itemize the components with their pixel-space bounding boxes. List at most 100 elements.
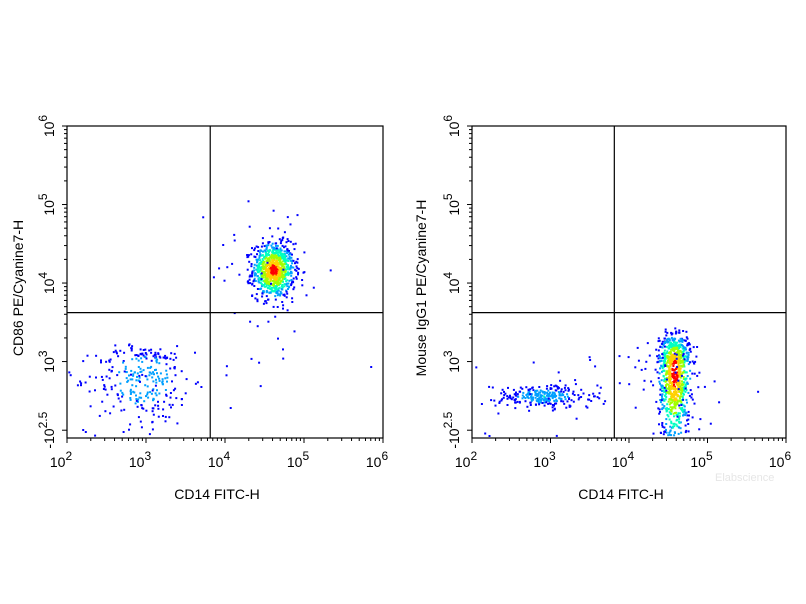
event-dot	[250, 357, 253, 360]
event-dot	[260, 266, 263, 269]
event-dot	[670, 388, 672, 391]
event-dot	[279, 253, 282, 255]
event-dot	[162, 408, 165, 411]
event-dot	[98, 414, 101, 417]
event-dot	[674, 356, 677, 358]
x-tick-label: 102	[50, 449, 73, 470]
event-dot	[274, 253, 277, 256]
event-dot	[500, 392, 503, 395]
event-dot	[265, 256, 268, 259]
event-dot	[258, 281, 261, 284]
event-dot	[283, 273, 286, 276]
event-dot	[659, 382, 661, 385]
event-dot	[270, 288, 273, 291]
event-dot	[169, 357, 172, 360]
event-dot	[285, 290, 288, 293]
event-dot	[277, 273, 280, 276]
event-dot	[673, 360, 676, 363]
event-dot	[686, 419, 688, 422]
event-dot	[272, 290, 275, 293]
event-dot	[669, 345, 672, 348]
event-dot	[718, 401, 721, 404]
event-dot	[564, 389, 567, 392]
event-dot	[218, 267, 221, 270]
event-dot	[133, 371, 136, 374]
event-dot	[271, 273, 274, 276]
event-dot	[157, 407, 160, 410]
event-dot	[682, 349, 685, 352]
event-dot	[655, 348, 658, 351]
event-dot	[664, 355, 666, 358]
event-dot	[559, 379, 562, 382]
event-dot	[665, 385, 667, 388]
event-dot	[140, 396, 143, 399]
event-dot	[108, 359, 111, 362]
event-dot	[141, 407, 144, 410]
event-dot	[290, 284, 293, 287]
event-dot	[546, 392, 549, 395]
event-dot	[675, 368, 677, 370]
event-dot	[530, 396, 533, 398]
event-dot	[145, 353, 148, 356]
event-dot	[147, 396, 150, 399]
event-dot	[275, 266, 278, 269]
event-dot	[531, 386, 534, 389]
event-dot	[273, 268, 276, 271]
event-dot	[268, 269, 271, 272]
event-dot	[662, 386, 665, 389]
event-dot	[276, 262, 279, 264]
event-dot	[521, 387, 524, 390]
event-dot	[138, 396, 141, 399]
x-tick-label: 104	[208, 449, 231, 470]
event-dot	[112, 351, 115, 354]
event-dot	[270, 253, 273, 256]
event-dot	[688, 394, 691, 397]
event-dot	[664, 328, 667, 331]
event-dot	[672, 426, 675, 429]
event-dot	[251, 247, 253, 250]
event-dot	[530, 394, 533, 397]
event-dot	[279, 247, 282, 250]
event-dot	[676, 371, 679, 374]
event-dot	[223, 279, 226, 282]
event-dot	[263, 255, 266, 258]
event-dot	[696, 374, 699, 377]
event-dot	[681, 386, 684, 389]
event-dot	[249, 282, 252, 285]
event-dot	[285, 265, 288, 268]
event-dot	[688, 342, 690, 345]
event-dot	[275, 254, 278, 257]
y-tick-label: 105	[36, 193, 57, 216]
event-dot	[273, 274, 276, 277]
event-dot	[273, 277, 275, 280]
event-dot	[547, 397, 550, 400]
event-dot	[539, 401, 541, 404]
event-dot	[276, 294, 279, 297]
event-dot	[663, 361, 666, 364]
event-dot	[682, 414, 684, 417]
event-dot	[68, 371, 71, 374]
event-dot	[657, 337, 660, 340]
event-dot	[539, 398, 542, 401]
event-dot	[670, 361, 673, 364]
event-dot	[675, 399, 677, 402]
event-dot	[654, 368, 657, 371]
event-dot	[200, 386, 203, 388]
event-dot	[265, 265, 268, 268]
event-dot	[683, 358, 686, 361]
event-dot	[664, 352, 667, 355]
event-dot	[662, 342, 665, 345]
event-dot	[272, 280, 275, 283]
event-dot	[286, 216, 289, 219]
y-tick-label: 104	[441, 272, 462, 295]
event-dot	[283, 285, 286, 288]
event-dot	[248, 278, 251, 281]
event-dot	[549, 391, 551, 394]
event-dot	[139, 371, 142, 373]
event-dot	[157, 415, 160, 418]
event-dot	[110, 370, 113, 373]
event-dot	[264, 300, 267, 303]
event-dot	[509, 394, 511, 397]
event-dot	[688, 348, 691, 351]
event-dot	[683, 361, 686, 364]
